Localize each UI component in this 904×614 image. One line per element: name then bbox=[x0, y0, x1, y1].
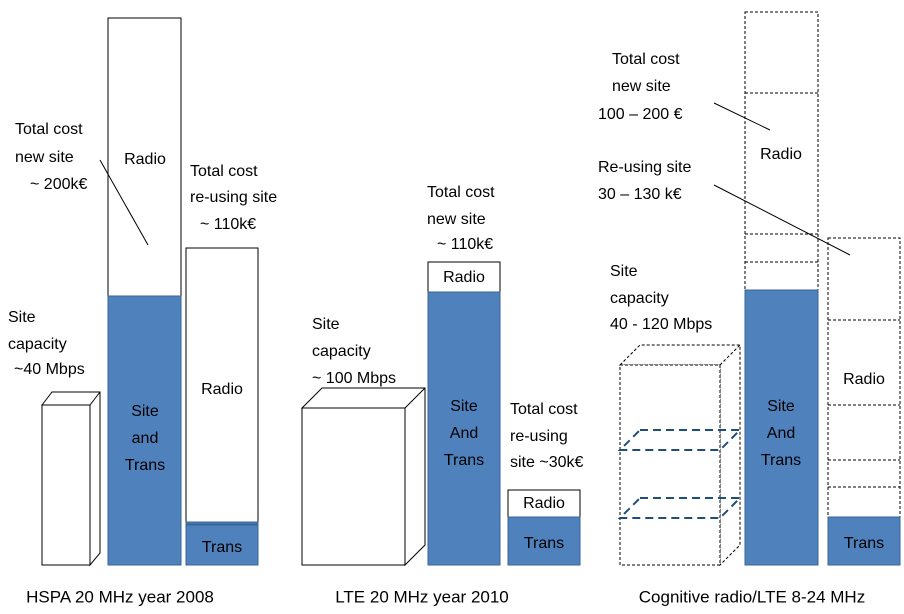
trans-segment bbox=[827, 516, 901, 566]
trans-segment bbox=[185, 524, 259, 566]
site-trans-segment bbox=[107, 295, 182, 566]
capacity-label: Site bbox=[312, 316, 340, 333]
cost-label: Total cost bbox=[15, 121, 83, 138]
cost-label: site ~30k€ bbox=[510, 454, 583, 471]
cost-label: 30 – 130 k€ bbox=[598, 186, 682, 203]
capacity-label: ~40 Mbps bbox=[14, 361, 85, 378]
cost-label: Total cost bbox=[427, 184, 495, 201]
radio-segment bbox=[185, 247, 259, 523]
capacity-label: capacity bbox=[312, 343, 371, 360]
radio-segment bbox=[427, 261, 501, 293]
site-trans-segment bbox=[427, 291, 501, 566]
bar-label: Site bbox=[131, 403, 159, 420]
radio-segment bbox=[744, 11, 819, 291]
capacity-box bbox=[619, 364, 721, 566]
hspa-group: Site capacity ~40 Mbps Total cost new si… bbox=[8, 17, 277, 606]
box-edge bbox=[89, 391, 101, 406]
bar-label: Radio bbox=[201, 381, 243, 398]
capacity-box bbox=[301, 407, 406, 566]
pointer-line bbox=[713, 102, 771, 131]
bar-label: Trans bbox=[524, 535, 564, 552]
cost-label: Re-using site bbox=[598, 159, 691, 176]
caption: LTE 20 MHz year 2010 bbox=[335, 587, 509, 606]
pointer-line bbox=[99, 159, 149, 246]
radio-segment bbox=[107, 17, 182, 297]
trans-segment bbox=[507, 516, 581, 566]
box-edge bbox=[404, 387, 426, 409]
cost-label: new site bbox=[427, 211, 486, 228]
thin-segment bbox=[185, 521, 259, 525]
cost-label: 100 – 200 € bbox=[598, 106, 683, 123]
cost-label: Total cost bbox=[190, 163, 258, 180]
bar-label: Radio bbox=[523, 495, 565, 512]
cost-label: re-using bbox=[510, 428, 568, 445]
floor-plane bbox=[617, 429, 743, 451]
lte-group: Site capacity ~ 100 Mbps Total cost new … bbox=[300, 184, 583, 606]
cost-label: new site bbox=[612, 78, 671, 95]
caption: Cognitive radio/LTE 8-24 MHz bbox=[639, 587, 865, 606]
bar-label: Trans bbox=[125, 457, 165, 474]
bar-label: Trans bbox=[844, 535, 884, 552]
capacity-label: Site bbox=[8, 309, 36, 326]
bar-label: Trans bbox=[444, 452, 484, 469]
bar-label: Radio bbox=[124, 151, 166, 168]
bar-label: And bbox=[767, 425, 795, 442]
bar-label: Trans bbox=[202, 539, 242, 556]
cost-label: ~ 200k€ bbox=[30, 176, 87, 193]
cost-label: Total cost bbox=[612, 51, 680, 68]
cost-label: ~ 110k€ bbox=[200, 216, 256, 233]
site-trans-segment bbox=[744, 289, 819, 566]
bar-label: and bbox=[132, 430, 159, 447]
radio-segment bbox=[507, 489, 581, 518]
capacity-label: capacity bbox=[610, 290, 669, 307]
capacity-label: ~ 100 Mbps bbox=[312, 370, 396, 387]
capacity-label: capacity bbox=[8, 336, 67, 353]
cost-label: re-using site bbox=[190, 189, 277, 206]
cognitive-group: Total cost new site 100 – 200 € Re-using… bbox=[598, 11, 901, 606]
radio-segment bbox=[827, 237, 901, 518]
bar-label: Site bbox=[450, 398, 478, 415]
bar-label: Radio bbox=[760, 146, 802, 163]
capacity-label: Site bbox=[610, 263, 638, 280]
capacity-box bbox=[41, 404, 91, 566]
caption: HSPA 20 MHz year 2008 bbox=[26, 587, 214, 606]
bar-label: And bbox=[450, 425, 478, 442]
cost-label: new site bbox=[15, 149, 74, 166]
capacity-label: 40 - 120 Mbps bbox=[610, 316, 712, 333]
bar-label: Radio bbox=[843, 371, 885, 388]
bar-label: Site bbox=[767, 398, 795, 415]
cost-label: ~ 110k€ bbox=[437, 236, 493, 253]
bar-label: Radio bbox=[443, 269, 485, 286]
cost-label: Total cost bbox=[510, 401, 578, 418]
floor-plane bbox=[617, 497, 743, 519]
pointer-line bbox=[713, 184, 851, 256]
bar-label: Trans bbox=[761, 452, 801, 469]
